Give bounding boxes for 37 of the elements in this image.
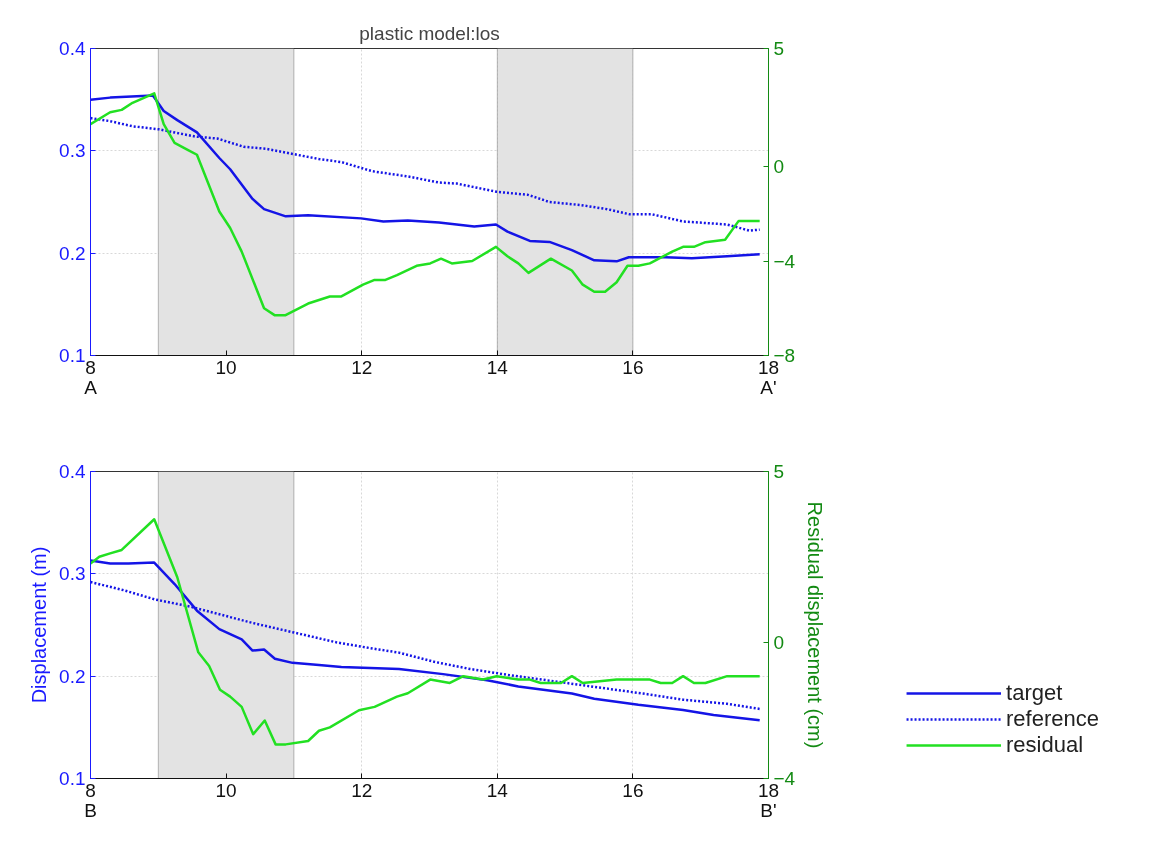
text: B' [760, 799, 777, 821]
x-tick-label: 8 [85, 779, 96, 801]
x-tick-label: 14 [486, 356, 509, 378]
y2-tick-label: 5 [773, 38, 785, 59]
y2-tick-label: 0 [773, 631, 785, 653]
y-tick-label: 0.1 [59, 768, 86, 789]
x-tick-label: 12 [351, 779, 373, 801]
y2-axis-title: Residual displacement (cm) [804, 501, 827, 749]
legend-label: target [1006, 680, 1063, 706]
text: A [84, 376, 98, 398]
x-tick-label: 16 [622, 356, 644, 378]
x-tick-label: 14 [486, 779, 509, 801]
line-series [90, 559, 761, 722]
y-tick-label: 0.3 [59, 140, 86, 162]
line-series [90, 518, 761, 746]
y-tick-label: 0.3 [59, 563, 86, 585]
legend-label: residual [1006, 732, 1084, 758]
y-tick-label: 0.4 [59, 38, 86, 59]
y-tick-label: 0.1 [59, 345, 86, 366]
y-tick-label: 0.2 [59, 242, 86, 264]
text: B [84, 799, 97, 821]
x-tick-label: 10 [215, 356, 237, 378]
legend-label: reference [1006, 706, 1099, 732]
y-tick-label: 0.2 [59, 665, 86, 687]
y-axis-title: Displacement (m) [28, 546, 51, 704]
x-tick-label: 16 [622, 779, 644, 801]
line-series [90, 94, 761, 263]
y-tick-label: 0.4 [59, 461, 86, 482]
text: A' [760, 376, 777, 398]
y2-tick-label: 0 [773, 156, 785, 178]
x-tick-label: 10 [215, 779, 237, 801]
x-tick-label: 8 [85, 356, 96, 378]
line-series [90, 92, 761, 317]
y2-tick-label: −4 [773, 250, 796, 272]
chart-title: plastic model:los [359, 22, 500, 44]
x-tick-label: 12 [351, 356, 373, 378]
y2-tick-label: 5 [773, 461, 785, 482]
